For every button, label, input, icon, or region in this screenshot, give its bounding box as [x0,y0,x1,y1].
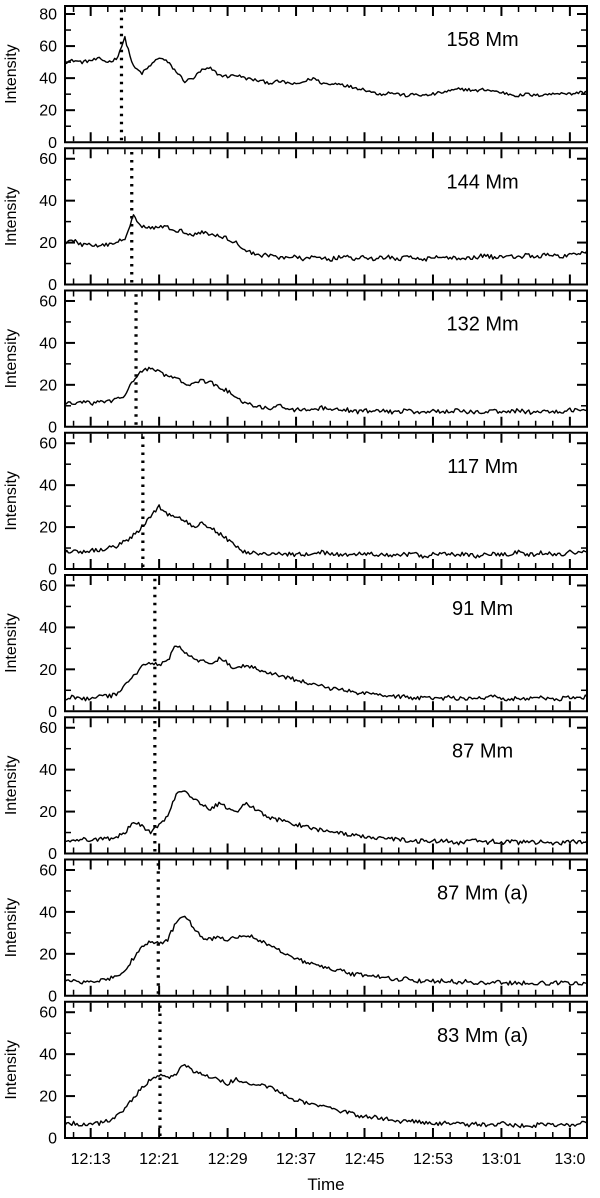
y-axis-title: Intensity [3,187,20,247]
intensity-curve [64,790,588,846]
x-tick-label: 13:0 [554,1151,585,1168]
y-tick-label: 0 [48,988,57,1005]
intensity-curve [64,504,588,559]
y-axis-title: Intensity [3,329,20,389]
y-tick-label: 60 [39,1005,57,1022]
panel-label: 144 Mm [446,171,518,193]
x-axis-title: Time [307,1175,344,1194]
x-tick-label: 12:53 [413,1151,453,1168]
y-tick-label: 60 [39,578,57,595]
panel-label: 87 Mm [452,740,513,762]
x-tick-label: 12:21 [139,1151,179,1168]
panel-frame [64,574,588,713]
panel-frame [64,1000,588,1139]
y-tick-label: 20 [39,1089,57,1106]
y-tick-label: 40 [39,193,57,210]
y-tick-label: 40 [39,904,57,921]
y-axis-title: Intensity [3,756,20,816]
y-tick-label: 40 [39,762,57,779]
intensity-curve [64,645,588,702]
y-tick-label: 40 [39,71,57,88]
panel-frame [64,858,588,997]
panel-144-mm: 0 20 40 60 144 Mm Intensity [3,147,588,294]
intensity-curve [64,366,588,415]
y-tick-label: 0 [48,135,57,152]
x-tick-label: 12:37 [276,1151,316,1168]
panel-frame [64,289,588,428]
panel-label: 87 Mm (a) [437,883,528,905]
panel-132-mm: 0 20 40 60 132 Mm Intensity [3,289,588,436]
y-axis-title: Intensity [3,898,20,958]
y-axis-title: Intensity [3,471,20,531]
panel-83-mm-a: 0 20 40 60 83 Mm (a) Intensity [3,1000,588,1148]
y-tick-label: 80 [39,7,57,24]
y-tick-label: 20 [39,103,57,120]
panel-117-mm: 0 20 40 60 117 Mm Intensity [3,431,588,579]
panel-label: 117 Mm [447,456,518,478]
y-tick-label: 40 [39,335,57,352]
x-tick-label: 12:13 [71,1151,111,1168]
panel-frame [64,5,588,144]
panel-frame [64,431,588,570]
x-tick-label: 13:01 [481,1151,521,1168]
y-tick-label: 20 [39,520,57,537]
panel-label: 132 Mm [446,314,518,336]
y-tick-label: 60 [39,39,57,56]
y-tick-label: 60 [39,720,57,737]
intensity-curve [64,915,588,986]
y-axis-title: Intensity [3,44,20,104]
y-tick-label: 0 [48,419,57,436]
y-tick-label: 60 [39,862,57,879]
y-tick-label: 40 [39,620,57,637]
y-tick-label: 0 [48,277,57,294]
y-tick-label: 0 [48,562,57,579]
y-tick-label: 20 [39,662,57,679]
x-tick-label: 12:45 [344,1151,384,1168]
y-axis-title: Intensity [3,1040,20,1100]
panel-label: 158 Mm [446,29,518,51]
y-tick-label: 20 [39,235,57,252]
y-tick-label: 20 [39,804,57,821]
panel-87-mm: 0 20 40 60 87 Mm Intensity [3,716,588,863]
y-tick-label: 0 [48,704,57,721]
y-tick-label: 20 [39,377,57,394]
panel-label: 83 Mm (a) [437,1025,528,1047]
panel-frame [64,716,588,855]
y-tick-label: 0 [48,1131,57,1148]
intensity-curve [64,214,588,262]
y-tick-label: 60 [39,293,57,310]
y-tick-label: 40 [39,478,57,495]
y-tick-label: 60 [39,151,57,168]
intensity-curve [64,35,588,98]
y-tick-label: 20 [39,946,57,963]
panel-91-mm: 0 20 40 60 91 Mm Intensity [3,574,588,721]
x-tick-label: 12:29 [208,1151,248,1168]
panel-158-mm: 0 20 40 60 80 158 Mm Intensity [3,5,588,152]
panel-label: 91 Mm [452,598,513,620]
y-tick-label: 40 [39,1047,57,1064]
panel-frame [64,147,588,286]
y-tick-label: 60 [39,436,57,453]
panel-87-mm-a: 0 20 40 60 87 Mm (a) Intensity [3,858,588,1005]
intensity-curve [64,1063,588,1129]
y-tick-label: 0 [48,846,57,863]
y-axis-title: Intensity [3,613,20,673]
